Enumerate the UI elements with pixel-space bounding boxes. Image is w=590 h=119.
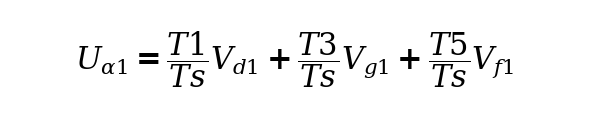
Text: $\boldsymbol{U_{\alpha 1} = \dfrac{T1}{Ts}V_{d1} + \dfrac{T3}{Ts}V_{g1} + \dfrac: $\boldsymbol{U_{\alpha 1} = \dfrac{T1}{T…	[76, 29, 514, 90]
